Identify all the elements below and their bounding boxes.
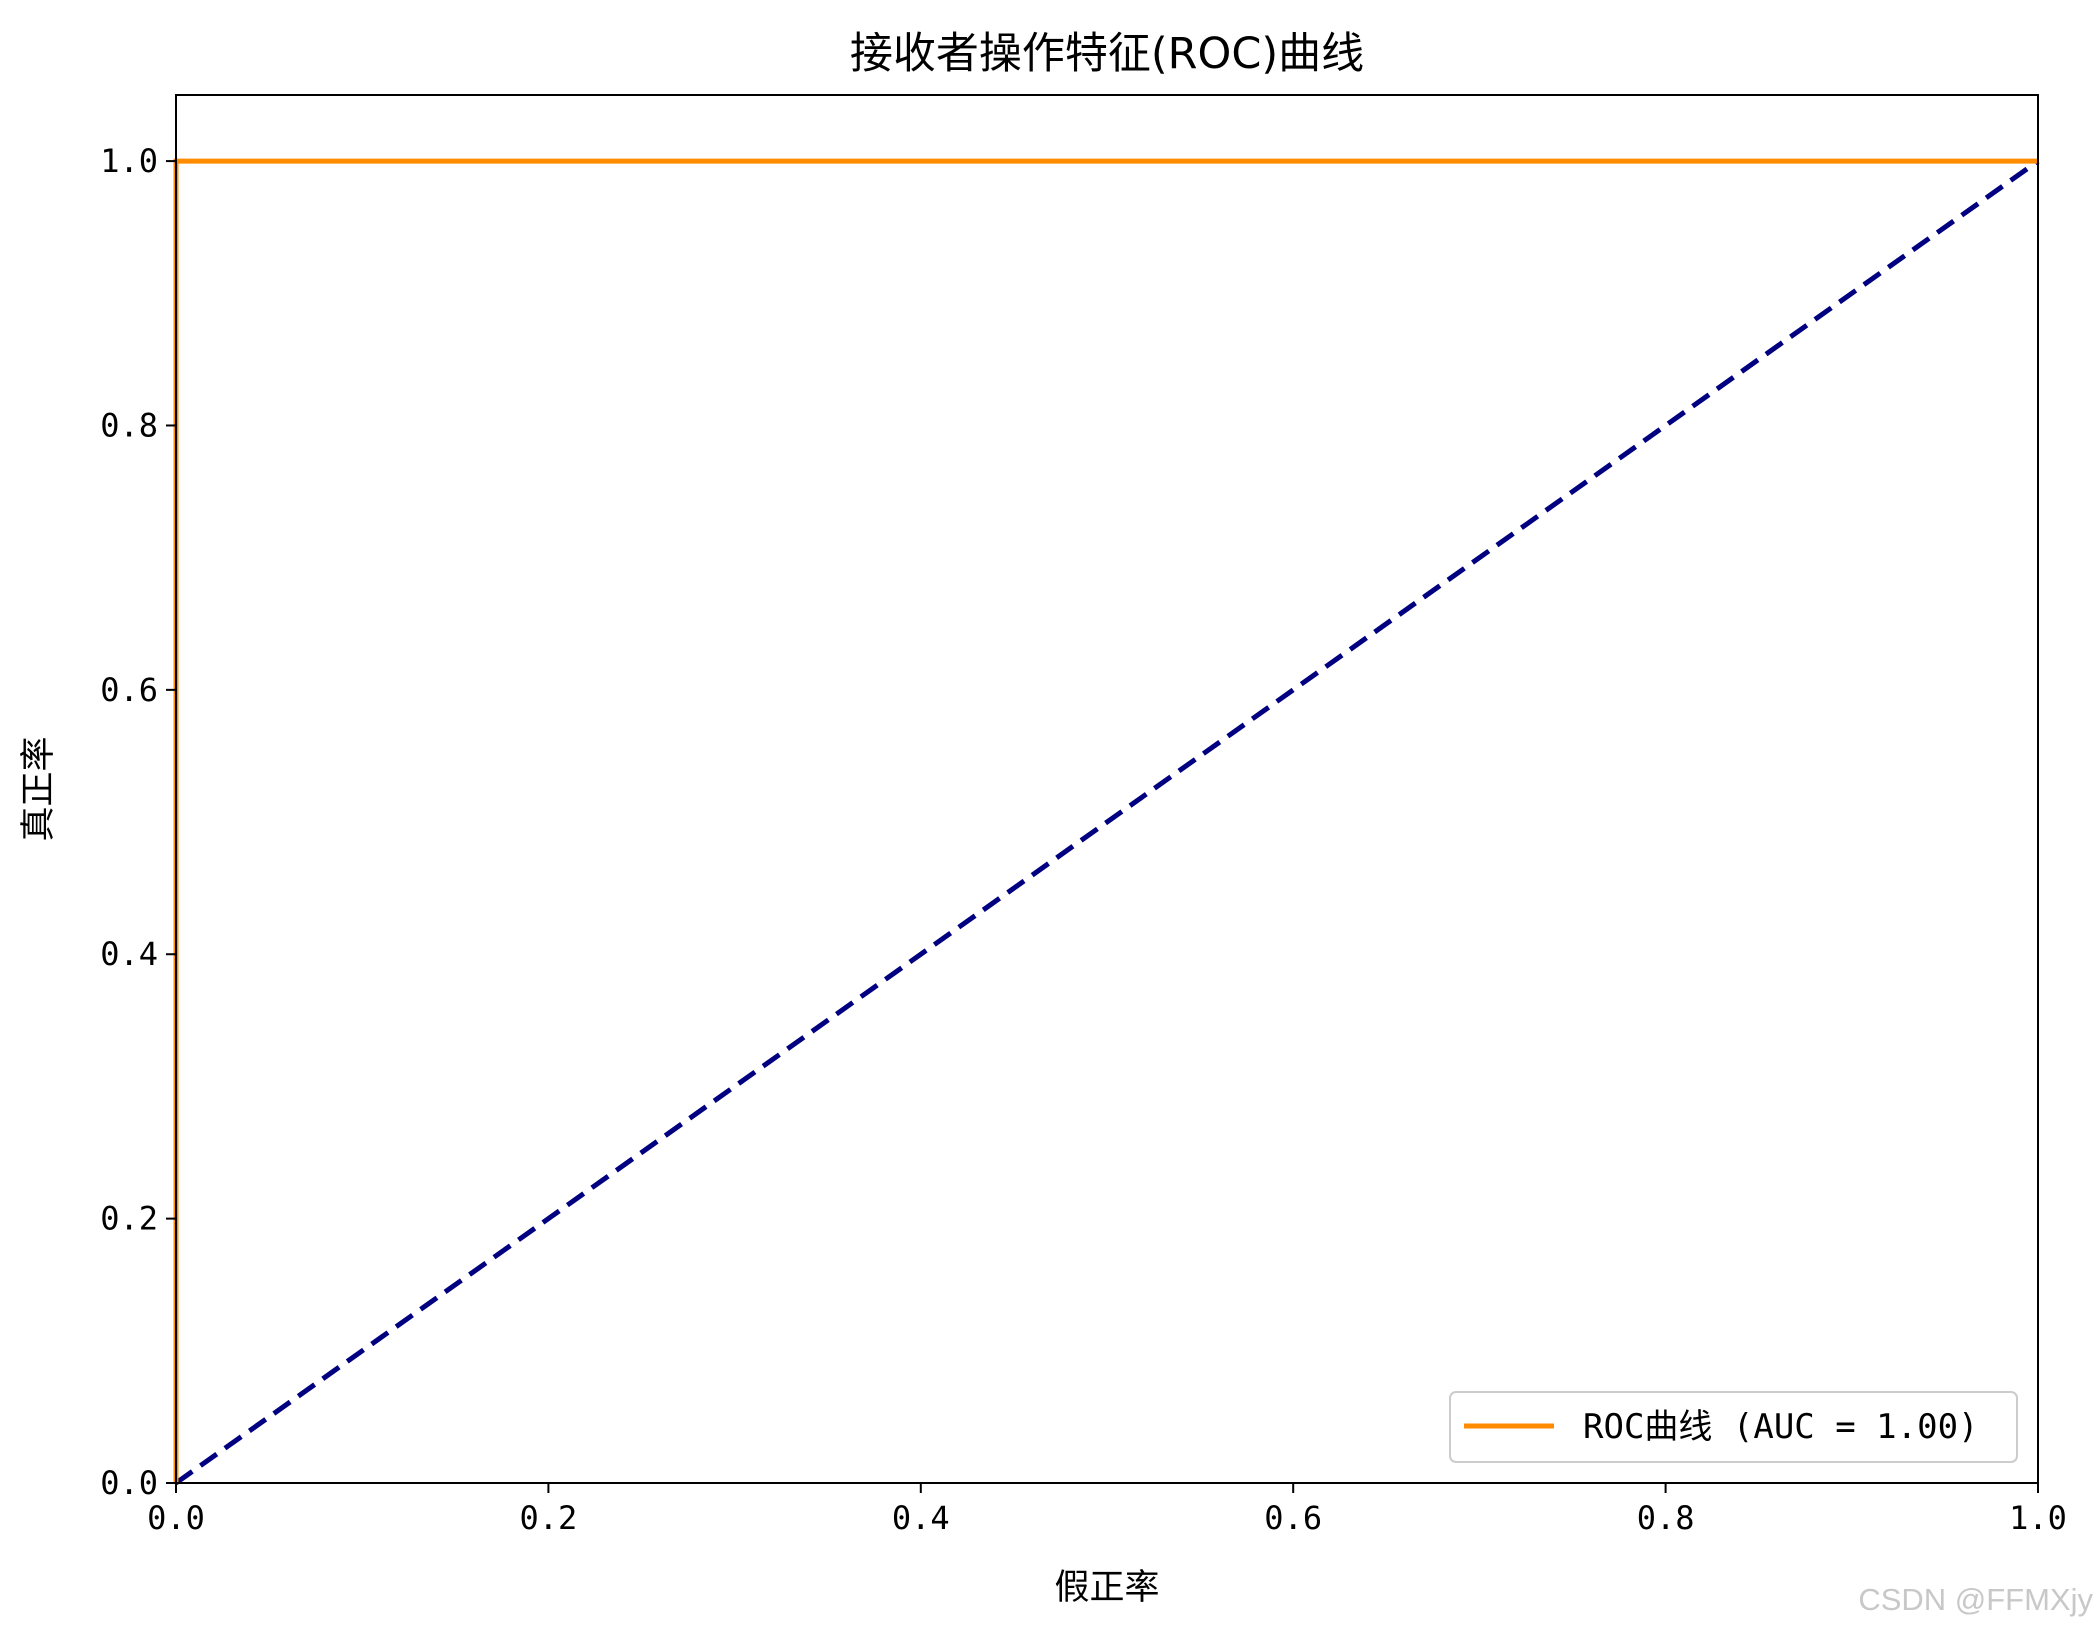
- legend-box: [1449, 1391, 2018, 1463]
- y-tick-label: 0.8: [100, 406, 158, 444]
- y-tick-label: 0.2: [100, 1200, 158, 1238]
- x-tick-label: 0.4: [892, 1499, 950, 1537]
- legend-label: ROC曲线 (AUC = 1.00): [1583, 1407, 1979, 1447]
- x-axis-label: 假正率: [1054, 1568, 1159, 1608]
- plot-area: [173, 94, 2040, 1486]
- x-tick-label: 0.0: [147, 1499, 205, 1537]
- y-tick-label: 0.4: [100, 935, 158, 973]
- x-axis: 0.0 0.2 0.4 0.6 0.8 1.0: [147, 1483, 2067, 1537]
- y-axis-label: 真正率: [19, 736, 59, 841]
- diagonal-reference-line: [174, 159, 2040, 1486]
- legend: ROC曲线 (AUC = 1.00): [1449, 1391, 2018, 1463]
- x-tick-label: 0.8: [1637, 1499, 1695, 1537]
- plot-background: [176, 95, 2038, 1483]
- csdn-watermark: CSDN @FFMXjy: [1858, 1582, 2093, 1617]
- plot-frame: [175, 94, 2039, 1484]
- chart-title: 接收者操作特征(ROC)曲线: [850, 29, 1364, 79]
- y-axis: 0.0 0.2 0.4 0.6 0.8 1.0: [100, 142, 176, 1502]
- x-tick-label: 0.6: [1264, 1499, 1322, 1537]
- y-tick-label: 0.6: [100, 671, 158, 709]
- x-tick-label: 0.2: [520, 1499, 578, 1537]
- y-tick-label: 1.0: [100, 142, 158, 180]
- y-tick-label: 0.0: [100, 1464, 158, 1502]
- x-tick-label: 1.0: [2009, 1499, 2067, 1537]
